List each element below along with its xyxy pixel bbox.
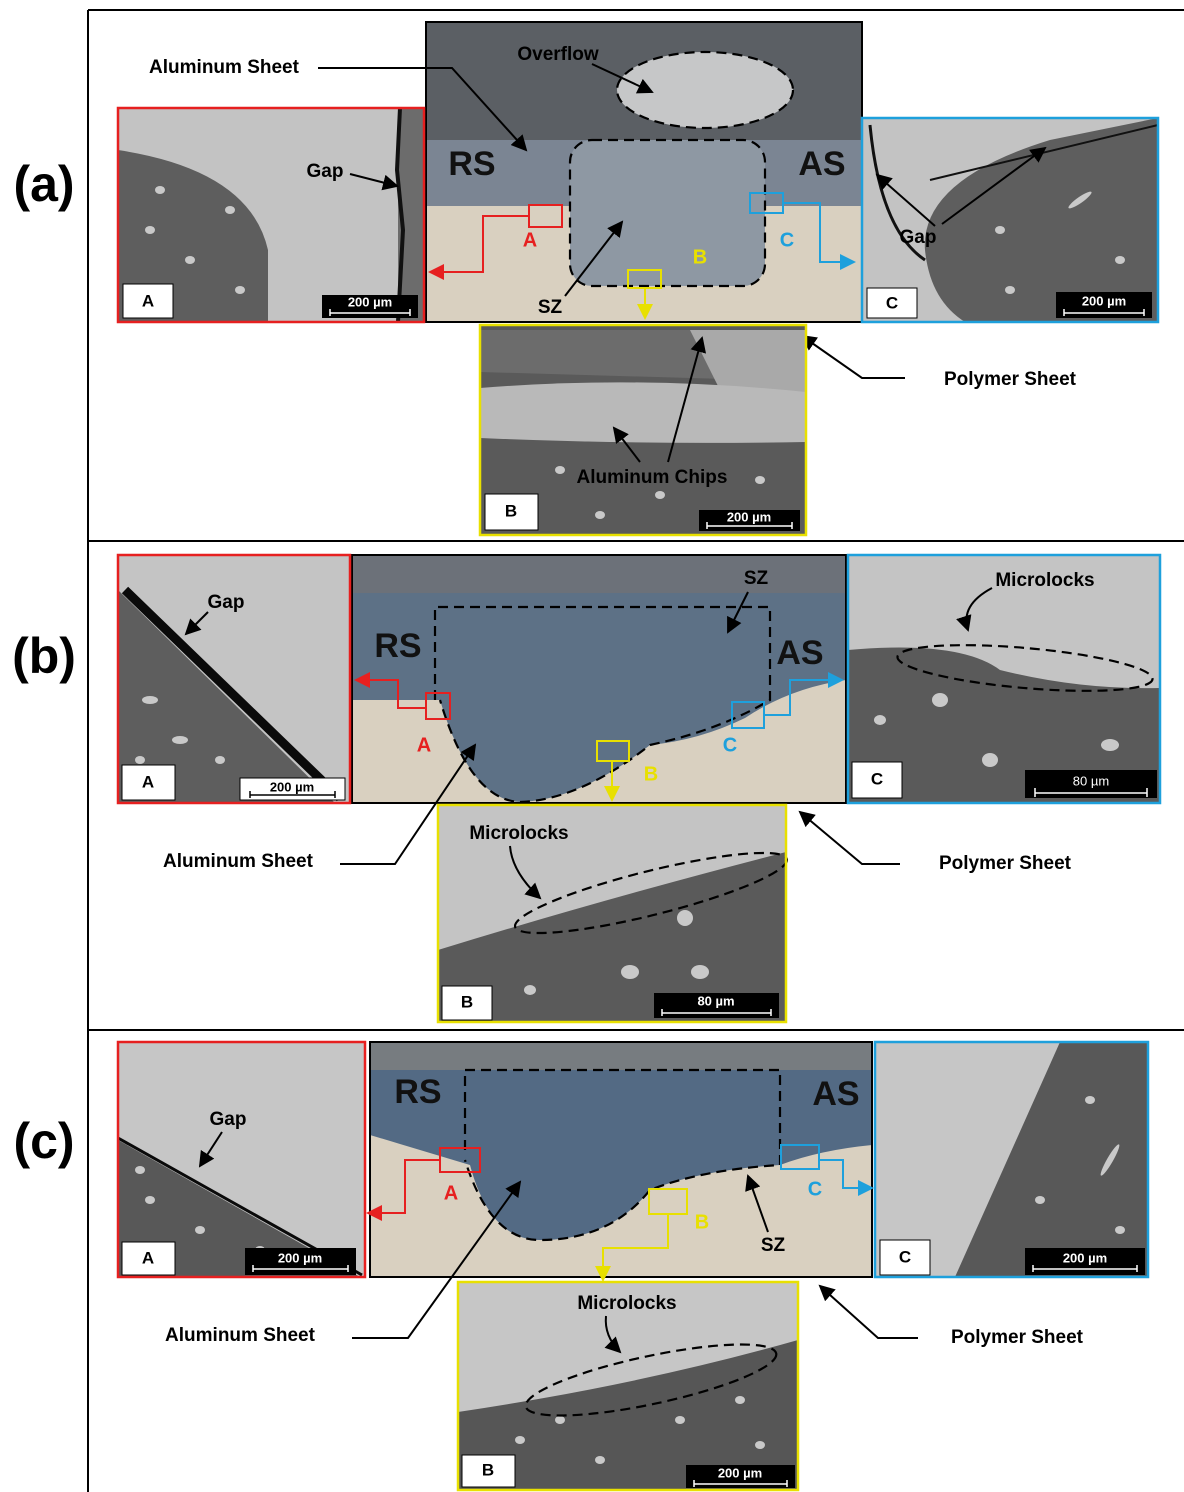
figure-shape	[172, 736, 188, 744]
polymer-sheet-label: Polymer Sheet	[951, 1327, 1084, 1348]
scale-bar-label: 200 µm	[1063, 1250, 1107, 1265]
marker-label: B	[644, 763, 658, 785]
annotation: Gap	[900, 227, 937, 248]
figure-shape	[185, 256, 195, 264]
figure-shape	[1115, 1226, 1125, 1234]
inset-label: A	[142, 1248, 154, 1267]
figure-shape	[655, 491, 665, 499]
figure-shape	[755, 476, 765, 484]
figure-shape	[800, 812, 900, 864]
marker-label: C	[780, 229, 794, 251]
figure-shape	[1035, 1196, 1045, 1204]
as-label: AS	[812, 1075, 859, 1113]
annotation: Microlocks	[995, 570, 1094, 591]
marker-label: B	[695, 1211, 709, 1233]
scale-bar-label: 200 µm	[727, 509, 771, 524]
rs-label: RS	[374, 627, 421, 665]
figure-shape	[142, 696, 158, 704]
inset-label: C	[899, 1247, 911, 1266]
figure-shape	[370, 1042, 872, 1070]
figure-shape	[595, 511, 605, 519]
figure: (a) RS AS Overflow Aluminum Sheet SZ Pol…	[0, 0, 1184, 1492]
inset-label: C	[886, 293, 898, 312]
figure-shape	[225, 206, 235, 214]
figure-shape	[215, 756, 225, 764]
figure-shape	[352, 555, 846, 593]
inset-label: B	[482, 1460, 494, 1479]
figure-shape	[820, 1286, 918, 1338]
figure-shape	[677, 910, 693, 926]
scale-bar-label: 200 µm	[1082, 293, 1126, 308]
annotation: Gap	[210, 1109, 247, 1130]
annotation: Microlocks	[469, 823, 568, 844]
as-label: AS	[798, 145, 845, 183]
figure-shape	[195, 1226, 205, 1234]
polymer-sheet-label: Polymer Sheet	[944, 369, 1077, 390]
scale-bar-label: 200 µm	[348, 294, 392, 309]
figure-shape	[995, 226, 1005, 234]
aluminum-sheet-label: Aluminum Sheet	[149, 57, 300, 78]
rs-label: RS	[448, 145, 495, 183]
sz-label: SZ	[744, 568, 769, 589]
panel-label: (a)	[13, 156, 74, 212]
figure-shape	[155, 186, 165, 194]
figure-shape	[135, 1166, 145, 1174]
figure-shape	[480, 382, 806, 443]
inset-label: C	[871, 769, 883, 788]
panel-label: (b)	[12, 628, 76, 684]
figure-shape	[145, 226, 155, 234]
figure-shape	[145, 1196, 155, 1204]
figure-shape	[1115, 256, 1125, 264]
marker-label: B	[693, 246, 707, 268]
figure-shape	[555, 466, 565, 474]
figure-shape	[235, 286, 245, 294]
scale-bar-label: 80 µm	[1073, 773, 1109, 788]
overflow-label: Overflow	[517, 44, 599, 65]
figure-shape	[874, 715, 886, 725]
as-label: AS	[776, 634, 823, 672]
annotation: Gap	[208, 592, 245, 613]
annotation: Microlocks	[577, 1293, 676, 1314]
figure-shape	[735, 1396, 745, 1404]
figure-shape	[1085, 1096, 1095, 1104]
scale-bar-label: 200 µm	[718, 1465, 762, 1480]
figure-shape	[1005, 286, 1015, 294]
figure-shape	[675, 1416, 685, 1424]
annotation: Gap	[307, 161, 344, 182]
figure-shape	[982, 753, 998, 767]
figure-shape	[1101, 739, 1119, 751]
scale-bar-label: 80 µm	[697, 993, 734, 1008]
figure-shape	[135, 756, 145, 764]
polymer-sheet-label: Polymer Sheet	[939, 853, 1072, 874]
marker-label: C	[808, 1178, 822, 1200]
figure-shape	[555, 1416, 565, 1424]
inset-label: A	[142, 291, 154, 310]
inset-label: A	[142, 772, 154, 791]
panel-label: (c)	[13, 1113, 74, 1169]
figure-shape	[802, 336, 905, 378]
figure-shape	[755, 1441, 765, 1449]
marker-label: A	[444, 1182, 458, 1204]
marker-label: C	[723, 734, 737, 756]
figure-shape	[524, 985, 536, 995]
figure-shape	[595, 1456, 605, 1464]
figure-shape	[932, 693, 948, 707]
scale-bar-label: 200 µm	[278, 1250, 322, 1265]
annotation: Aluminum Chips	[577, 467, 728, 488]
sz-label: SZ	[761, 1235, 786, 1256]
marker-label: A	[417, 734, 431, 756]
scale-bar-label: 200 µm	[270, 779, 314, 794]
marker-label: A	[523, 229, 537, 251]
figure-shape	[515, 1436, 525, 1444]
figure-shape	[570, 140, 765, 286]
aluminum-sheet-label: Aluminum Sheet	[165, 1325, 316, 1346]
aluminum-sheet-label: Aluminum Sheet	[163, 851, 314, 872]
sz-label: SZ	[538, 297, 563, 318]
inset-label: B	[461, 992, 473, 1011]
rs-label: RS	[394, 1073, 441, 1111]
inset-label: B	[505, 501, 517, 520]
figure-shape	[621, 965, 639, 979]
figure-shape	[691, 965, 709, 979]
